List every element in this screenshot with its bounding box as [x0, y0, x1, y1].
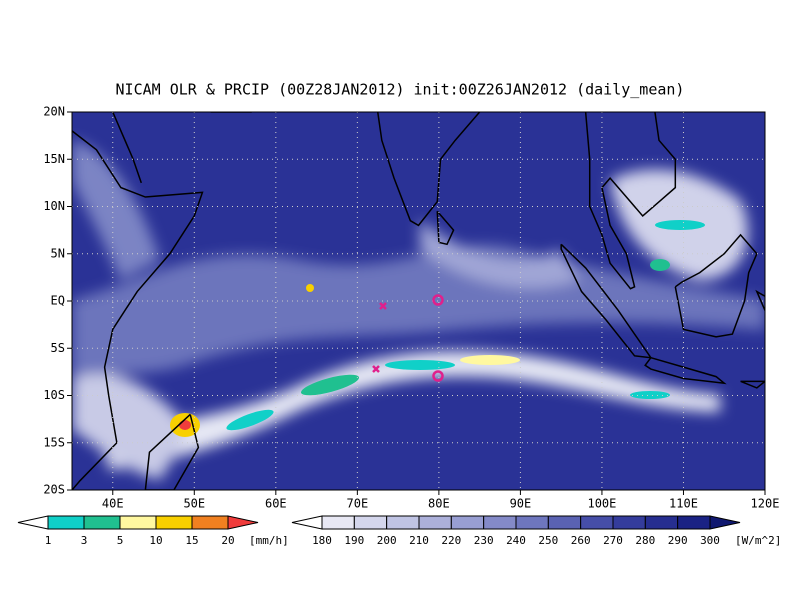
colorbar-label: 220	[441, 534, 461, 547]
coastline	[644, 356, 727, 385]
colorbar-box	[515, 515, 549, 530]
colorbar-label: 10	[149, 534, 162, 547]
colorbar-label: 300	[700, 534, 720, 547]
coastline	[755, 289, 765, 311]
colorbar-box	[580, 515, 614, 530]
coastline	[674, 233, 758, 338]
lat-label: 20S	[43, 483, 65, 497]
coastline	[560, 243, 653, 359]
colorbar-box	[612, 515, 646, 530]
coastlines	[72, 112, 765, 490]
colorbar-box	[353, 515, 388, 530]
map-title: NICAM OLR & PRCIP (00Z28JAN2012) init:00…	[116, 81, 685, 99]
colorbar-label: 3	[81, 534, 88, 547]
colorbar-label: 270	[603, 534, 623, 547]
lat-label: 5N	[51, 246, 65, 260]
colorbar-arrow	[227, 515, 259, 530]
colorbar-label: 250	[538, 534, 558, 547]
colorbar-label: 5	[117, 534, 124, 547]
storm-markers	[372, 294, 444, 382]
colorbar-unit: [W/m^2]	[735, 534, 781, 547]
lon-label: 50E	[183, 497, 205, 511]
grid	[72, 112, 765, 490]
lat-label: 10S	[43, 388, 65, 402]
colorbar-box	[547, 515, 582, 530]
colorbar-box	[321, 515, 355, 530]
coastline	[144, 413, 200, 490]
lon-label: 90E	[510, 497, 532, 511]
lon-label: 120E	[751, 497, 780, 511]
colorbar-box	[450, 515, 485, 530]
lat-label: 15N	[43, 152, 65, 166]
colorbar-label: 260	[571, 534, 591, 547]
colorbar-label: 280	[635, 534, 655, 547]
colorbar-label: 20	[221, 534, 234, 547]
colorbar-label: 190	[344, 534, 364, 547]
lon-label: 80E	[428, 497, 450, 511]
coastline	[436, 210, 455, 246]
colorbar-label: 200	[377, 534, 397, 547]
colorbar-box	[155, 515, 193, 530]
colorbar-box	[483, 515, 517, 530]
axis-labels: 20N 15N 10N 5N EQ 5S 10S 15S 20S 40E 50E 60E 70E 80E 9…	[43, 105, 779, 511]
colorbar-label: 230	[474, 534, 494, 547]
colorbar-arrow	[17, 515, 49, 530]
colorbar-label: 180	[312, 534, 332, 547]
colorbar-box	[644, 515, 679, 530]
lat-label: 5S	[51, 341, 65, 355]
colorbar-label: 240	[506, 534, 526, 547]
colorbar-box	[386, 515, 420, 530]
colorbar-box	[83, 515, 121, 530]
coastline	[740, 380, 765, 389]
colorbar-label: 210	[409, 534, 429, 547]
lon-label: 40E	[102, 497, 124, 511]
colorbar-arrow	[709, 515, 741, 530]
colorbar-box	[191, 515, 229, 530]
coastline	[210, 112, 253, 113]
colorbar-unit: [mm/h]	[249, 534, 289, 547]
colorbar-box	[47, 515, 85, 530]
coastline	[584, 112, 677, 290]
lon-label: 100E	[587, 497, 616, 511]
colorbar-box	[119, 515, 157, 530]
coastline	[112, 112, 143, 184]
coastline	[376, 112, 481, 227]
lon-label: 110E	[669, 497, 698, 511]
lon-label: 60E	[265, 497, 287, 511]
colorbar-box	[418, 515, 452, 530]
colorbar-label: 290	[668, 534, 688, 547]
coastline	[72, 130, 204, 490]
lon-label: 70E	[347, 497, 369, 511]
lat-label: EQ	[51, 294, 65, 308]
colorbars: 1 3 5 10 15 20 [mm/h] 180 190 200 210 220 230 240 250 2…	[17, 515, 781, 547]
colorbar-arrow	[291, 515, 323, 530]
colorbar-label: 1	[45, 534, 52, 547]
lat-label: 10N	[43, 199, 65, 213]
map-field	[72, 112, 765, 490]
colorbar-label: 15	[185, 534, 198, 547]
lat-label: 15S	[43, 435, 65, 449]
lat-label: 20N	[43, 105, 65, 119]
colorbar-box	[677, 515, 711, 530]
